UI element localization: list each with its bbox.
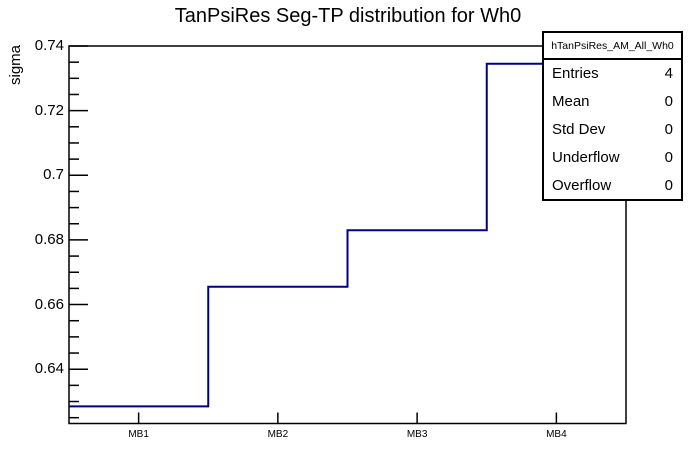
stats-row-underflow: Underflow 0 <box>544 143 681 171</box>
y-tick-label: 0.7 <box>43 166 64 184</box>
stats-value: 0 <box>664 120 673 138</box>
x-tick-label: MB2 <box>267 429 289 440</box>
stats-box-rows: Entries 4 Mean 0 Std Dev 0 Underflow 0 O… <box>544 60 681 199</box>
stats-label: Overflow <box>552 176 612 194</box>
stats-row-overflow: Overflow 0 <box>544 171 681 199</box>
x-tick-label: MB1 <box>128 429 149 440</box>
x-tick-label: MB4 <box>546 429 567 440</box>
stats-value: 0 <box>664 148 673 166</box>
stats-label: Underflow <box>552 148 620 166</box>
stats-label: Std Dev <box>552 120 606 138</box>
stats-row-entries: Entries 4 <box>544 60 681 88</box>
y-tick-label: 0.72 <box>34 101 64 119</box>
stats-row-mean: Mean 0 <box>544 88 681 116</box>
stats-value: 0 <box>664 93 673 111</box>
stats-box-title: hTanPsiRes_AM_All_Wh0 <box>544 33 681 60</box>
y-tick-label: 0.66 <box>34 295 64 313</box>
stats-row-stddev: Std Dev 0 <box>544 116 681 144</box>
plot-frame <box>68 45 627 425</box>
histogram-step-line <box>69 62 626 408</box>
y-tick-label: 0.64 <box>34 360 64 378</box>
y-tick-label: 0.68 <box>34 230 64 248</box>
x-tick-label: MB3 <box>406 429 428 440</box>
stats-value: 4 <box>664 65 673 83</box>
stats-value: 0 <box>664 176 673 194</box>
stats-label: Mean <box>552 93 590 111</box>
chart-title: TanPsiRes Seg-TP distribution for Wh0 <box>174 5 522 27</box>
stats-label: Entries <box>552 65 599 83</box>
stats-box[interactable]: hTanPsiRes_AM_All_Wh0 Entries 4 Mean 0 S… <box>542 31 683 201</box>
y-tick-label: 0.74 <box>34 37 64 54</box>
